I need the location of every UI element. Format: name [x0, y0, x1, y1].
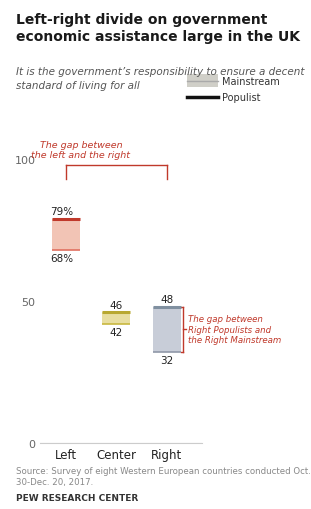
Bar [52, 219, 80, 250]
Text: 48: 48 [160, 294, 174, 304]
Bar [102, 313, 130, 324]
Text: It is the government’s responsibility to ensure a decent
standard of living for : It is the government’s responsibility to… [16, 67, 304, 90]
Text: 68%: 68% [50, 253, 73, 263]
Text: 79%: 79% [50, 207, 73, 217]
Text: 46: 46 [109, 300, 123, 310]
Text: Left-right divide on government
economic assistance large in the UK: Left-right divide on government economic… [16, 13, 299, 44]
Text: Mainstream: Mainstream [222, 76, 280, 87]
Text: PEW RESEARCH CENTER: PEW RESEARCH CENTER [16, 493, 138, 502]
Text: The gap between
the left and the right: The gap between the left and the right [31, 140, 130, 160]
Bar [153, 307, 181, 352]
Text: Populist: Populist [222, 93, 261, 103]
Text: Source: Survey of eight Western European countries conducted Oct.
30-Dec. 20, 20: Source: Survey of eight Western European… [16, 466, 310, 486]
Text: The gap between
Right Populists and
the Right Mainstream: The gap between Right Populists and the … [188, 315, 281, 345]
Text: 42: 42 [109, 327, 123, 337]
Text: 32: 32 [160, 355, 174, 365]
